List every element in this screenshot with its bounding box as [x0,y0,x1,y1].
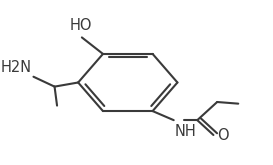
Text: H2N: H2N [1,60,32,75]
Text: O: O [217,128,229,143]
Text: HO: HO [69,18,92,33]
Text: NH: NH [175,124,197,139]
